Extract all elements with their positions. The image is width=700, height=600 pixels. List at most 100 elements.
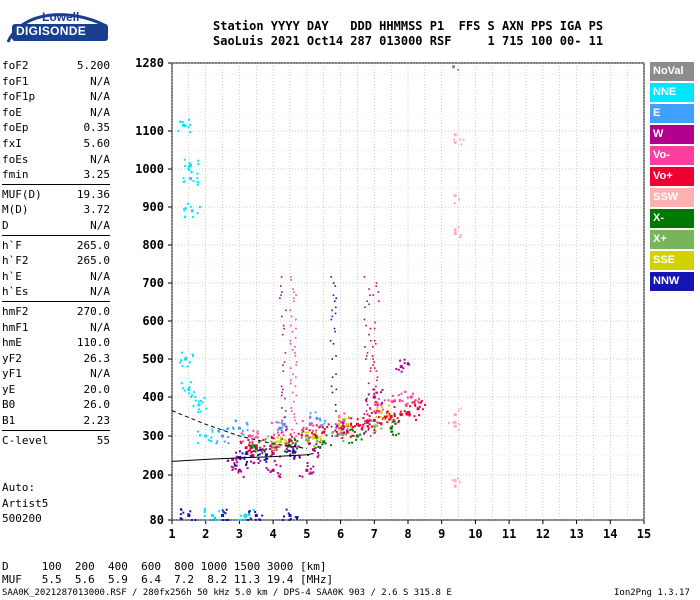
- data-point: [281, 422, 285, 426]
- data-point: [285, 309, 287, 312]
- data-point: [278, 445, 281, 448]
- data-point: [378, 300, 380, 303]
- x-tick-label: 7: [371, 527, 378, 541]
- legend-item: SSW: [650, 188, 694, 207]
- data-point: [393, 413, 396, 416]
- data-point: [319, 440, 322, 443]
- data-point: [406, 363, 409, 366]
- data-point: [286, 445, 289, 448]
- data-point: [413, 403, 416, 406]
- param-row: hmE 110.0: [2, 335, 110, 351]
- logo-text-top: Lowell: [42, 10, 80, 24]
- data-point: [288, 514, 292, 517]
- data-point: [363, 432, 366, 434]
- data-point: [367, 427, 370, 430]
- data-point: [225, 508, 228, 511]
- data-point: [350, 428, 353, 431]
- data-point: [375, 385, 377, 388]
- data-point: [194, 399, 197, 402]
- data-point: [237, 426, 241, 430]
- data-point: [377, 397, 380, 400]
- data-point: [368, 415, 371, 418]
- data-point: [280, 429, 283, 432]
- data-point: [368, 423, 371, 426]
- data-point: [281, 419, 284, 422]
- data-point: [199, 410, 202, 413]
- data-point: [254, 510, 257, 513]
- data-point: [409, 395, 413, 399]
- param-row: h`E N/A: [2, 269, 110, 285]
- data-point: [277, 434, 280, 437]
- data-point: [179, 361, 182, 364]
- data-point: [211, 430, 214, 433]
- data-point: [188, 392, 191, 395]
- data-point: [282, 370, 285, 372]
- data-point: [314, 436, 317, 439]
- data-point: [272, 437, 275, 440]
- data-point: [416, 407, 420, 411]
- data-point: [350, 426, 353, 429]
- data-point: [248, 441, 251, 444]
- data-point: [280, 276, 283, 278]
- param-value: N/A: [90, 90, 110, 104]
- data-point: [258, 518, 261, 521]
- data-point: [194, 519, 197, 521]
- param-value: 19.36: [76, 187, 110, 201]
- data-point: [188, 361, 191, 364]
- data-point: [367, 428, 370, 431]
- data-point: [180, 508, 183, 511]
- data-point: [362, 416, 365, 419]
- y-tick-label: 700: [142, 276, 164, 290]
- data-point: [338, 415, 341, 418]
- data-point: [234, 464, 237, 467]
- data-point: [418, 405, 421, 408]
- data-point: [184, 358, 187, 361]
- data-point: [187, 513, 190, 516]
- data-point: [372, 358, 374, 360]
- data-point: [309, 467, 312, 470]
- data-point: [391, 394, 394, 397]
- data-point: [263, 449, 266, 452]
- data-point: [366, 352, 369, 354]
- data-point: [420, 400, 423, 403]
- data-point: [290, 276, 292, 278]
- data-point: [235, 455, 238, 458]
- data-point: [331, 376, 334, 379]
- data-point: [373, 339, 376, 342]
- data-point: [198, 206, 201, 209]
- data-point: [252, 508, 255, 511]
- data-point: [453, 424, 457, 428]
- data-point: [248, 434, 252, 438]
- data-point: [251, 435, 254, 438]
- data-point: [226, 428, 229, 431]
- data-point: [334, 404, 337, 406]
- legend-item: X+: [650, 230, 694, 249]
- data-point: [348, 442, 351, 445]
- data-point: [249, 460, 252, 463]
- y-tick-label: 400: [142, 390, 164, 404]
- data-point: [457, 62, 460, 65]
- data-point: [311, 429, 314, 432]
- data-point: [345, 430, 349, 434]
- data-point: [364, 346, 366, 348]
- data-point: [239, 458, 242, 461]
- data-point: [187, 168, 190, 171]
- data-point: [399, 365, 403, 369]
- data-point: [181, 121, 184, 124]
- data-point: [374, 424, 377, 427]
- data-point: [298, 456, 301, 459]
- data-point: [300, 431, 303, 434]
- data-point: [213, 519, 216, 521]
- data-point: [307, 440, 310, 443]
- data-point: [319, 419, 322, 422]
- param-row: foE N/A: [2, 105, 110, 121]
- data-point: [373, 392, 376, 395]
- data-point: [401, 400, 404, 403]
- data-point: [364, 420, 367, 423]
- data-point: [335, 410, 337, 412]
- data-point: [308, 472, 311, 475]
- data-point: [319, 435, 322, 438]
- param-row: MUF(D) 19.36: [2, 187, 110, 203]
- data-point: [290, 324, 292, 327]
- data-point: [386, 412, 389, 415]
